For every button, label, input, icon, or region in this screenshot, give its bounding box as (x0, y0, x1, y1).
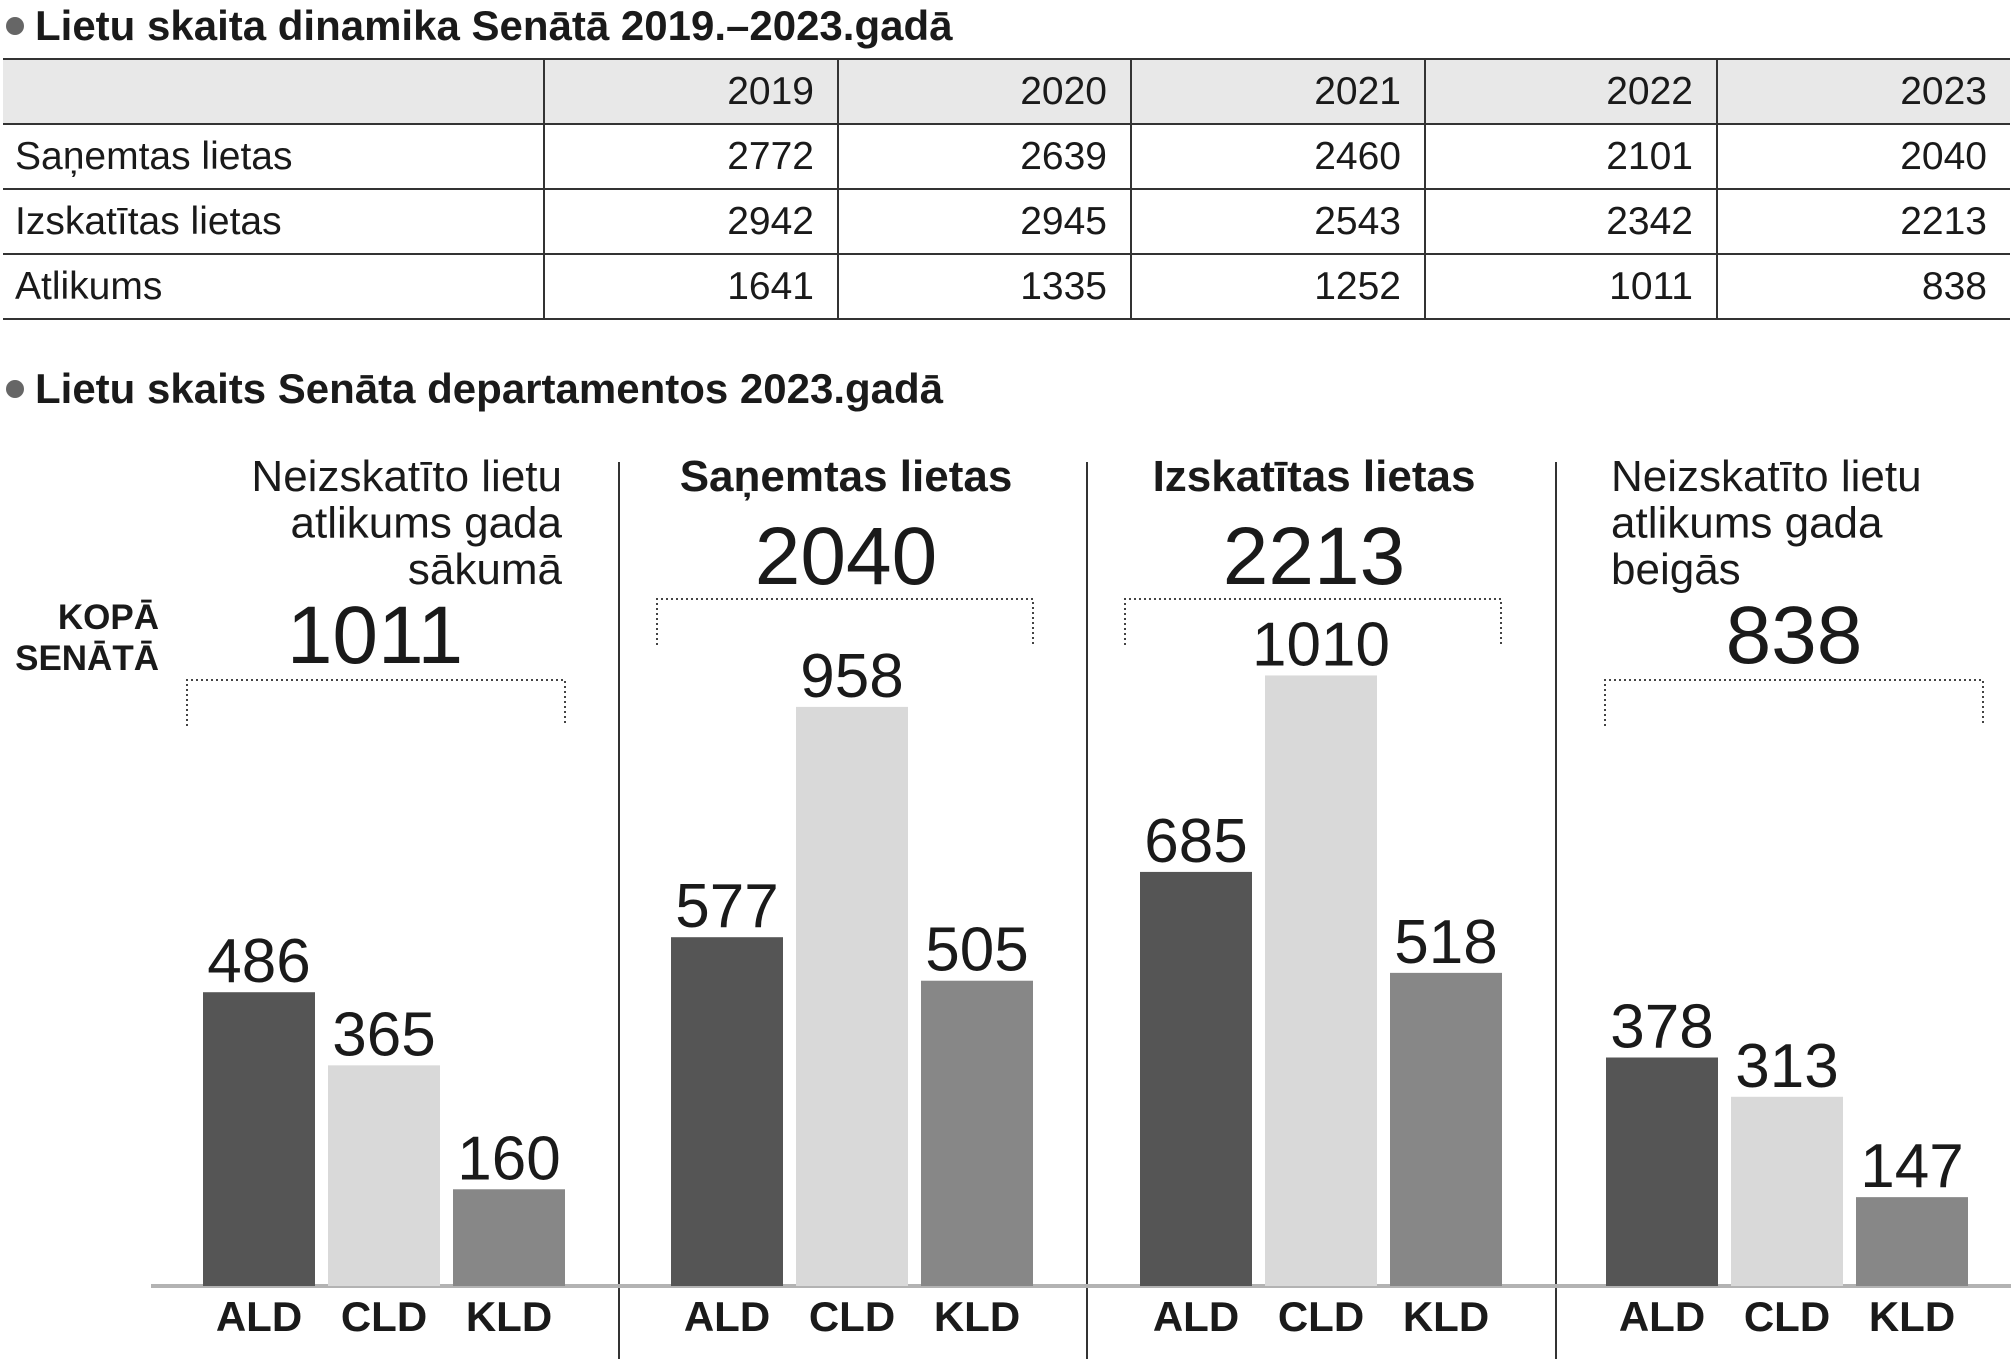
category-label: CLD (809, 1293, 895, 1340)
panel-heading-line: beigās (1611, 545, 1741, 594)
table-cell-value: 2639 (837, 123, 1131, 190)
bar-value-label: 313 (1735, 1032, 1838, 1101)
bar-value-label: 160 (457, 1124, 560, 1193)
bar-ald (203, 992, 315, 1286)
row-label: Saņemtas lietas (3, 123, 544, 190)
panel-heading-line: Neizskatīto lietu (1611, 452, 1922, 501)
bar-kld (1390, 972, 1502, 1286)
category-label: ALD (684, 1293, 770, 1340)
table-section-title: Lietu skaita dinamika Senātā 2019.–2023.… (0, 3, 952, 49)
bar-cld (328, 1065, 440, 1286)
panel-heading-line: Saņemtas lietas (680, 452, 1013, 501)
table-cell-value: 2543 (1130, 188, 1425, 255)
bar-value-label: 1010 (1252, 610, 1390, 679)
department-panel: Izskatītas lietas 2213 685 ALD 1010 CLD 518 KLD (1124, 452, 1502, 1340)
cases-table: 2019 2020 2021 2022 2023 Saņemtas lietas… (3, 58, 2010, 320)
table-header-corner (3, 58, 544, 125)
table-cell-value: 2460 (1130, 123, 1425, 190)
bar-value-label: 365 (332, 1000, 435, 1069)
panel-total-value: 2040 (755, 511, 937, 602)
bar-kld (1856, 1197, 1968, 1286)
bar-value-label: 685 (1144, 807, 1247, 876)
total-bracket (186, 679, 566, 726)
department-panel: Saņemtas lietas 2040 577 ALD 958 CLD 505 KLD (656, 452, 1034, 1340)
bar-ald (671, 937, 783, 1286)
table-cell-value: 2945 (837, 188, 1131, 255)
total-bracket (656, 598, 1034, 645)
bar-cld (796, 706, 908, 1286)
table-header-year: 2019 (543, 58, 838, 125)
table-header-year: 2022 (1424, 58, 1717, 125)
table-header-year: 2020 (837, 58, 1131, 125)
panel-heading-line: atlikums gada (291, 499, 563, 548)
table-cell-value: 1011 (1424, 253, 1717, 320)
bar-cld (1731, 1096, 1843, 1286)
category-label: ALD (216, 1293, 302, 1340)
table-cell-value: 2772 (543, 123, 838, 190)
table-row: Atlikums 1641 1335 1252 1011 838 (3, 253, 2010, 320)
total-bracket (1124, 598, 1502, 645)
category-label: CLD (341, 1293, 427, 1340)
bar-ald (1606, 1057, 1718, 1286)
category-label: CLD (1744, 1293, 1830, 1340)
panel-total-value: 2213 (1223, 511, 1405, 602)
bullet-icon (6, 379, 24, 398)
bar-value-label: 958 (800, 642, 903, 711)
total-row-label-line: SENĀTĀ (15, 639, 159, 678)
bar-value-label: 518 (1394, 908, 1497, 977)
table-cell-value: 2342 (1424, 188, 1717, 255)
table-row: Saņemtas lietas 2772 2639 2460 2101 2040 (3, 123, 2010, 190)
category-label: ALD (1619, 1293, 1705, 1340)
category-label: KLD (466, 1293, 552, 1340)
total-row-label-line: KOPĀ (58, 598, 159, 637)
table-cell-value: 1641 (543, 253, 838, 320)
table-cell-value: 2213 (1716, 188, 2010, 255)
chart-title-text: Lietu skaits Senāta departamentos 2023.g… (35, 365, 944, 412)
panel-heading-line: atlikums gada (1611, 499, 1883, 548)
table-header-row: 2019 2020 2021 2022 2023 (3, 58, 2010, 125)
bullet-icon (6, 16, 24, 35)
table-cell-value: 2040 (1716, 123, 2010, 190)
table-row: Izskatītas lietas 2942 2945 2543 2342 22… (3, 188, 2010, 255)
chart-section-title: Lietu skaits Senāta departamentos 2023.g… (0, 366, 943, 412)
bar-kld (453, 1189, 565, 1286)
panel-total-value: 838 (1726, 590, 1863, 681)
bar-value-label: 505 (925, 916, 1028, 985)
table-cell-value: 1335 (837, 253, 1131, 320)
panel-total-value: 1011 (287, 590, 463, 681)
table-header-year: 2023 (1716, 58, 2010, 125)
table-title-text: Lietu skaita dinamika Senātā 2019.–2023.… (35, 2, 953, 49)
panel-heading-line: Neizskatīto lietu (251, 452, 562, 501)
table-cell-value: 2101 (1424, 123, 1717, 190)
row-label: Atlikums (3, 253, 544, 320)
row-label: Izskatītas lietas (3, 188, 544, 255)
panel-heading-line: Izskatītas lietas (1153, 452, 1476, 501)
bar-ald (1140, 871, 1252, 1286)
bar-cld (1265, 675, 1377, 1286)
bar-value-label: 147 (1860, 1132, 1963, 1201)
table-cell-value: 838 (1716, 253, 2010, 320)
table-cell-value: 1252 (1130, 253, 1425, 320)
bar-value-label: 378 (1610, 992, 1713, 1061)
category-label: KLD (934, 1293, 1020, 1340)
panel-heading-line: sākumā (408, 545, 563, 594)
total-bracket (1604, 679, 1984, 726)
bar-value-label: 577 (675, 872, 778, 941)
bar-value-label: 486 (207, 927, 310, 996)
bar-kld (921, 980, 1033, 1286)
category-label: KLD (1403, 1293, 1489, 1340)
table-header-year: 2021 (1130, 58, 1425, 125)
category-label: KLD (1869, 1293, 1955, 1340)
category-label: ALD (1153, 1293, 1239, 1340)
table-cell-value: 2942 (543, 188, 838, 255)
category-label: CLD (1278, 1293, 1364, 1340)
